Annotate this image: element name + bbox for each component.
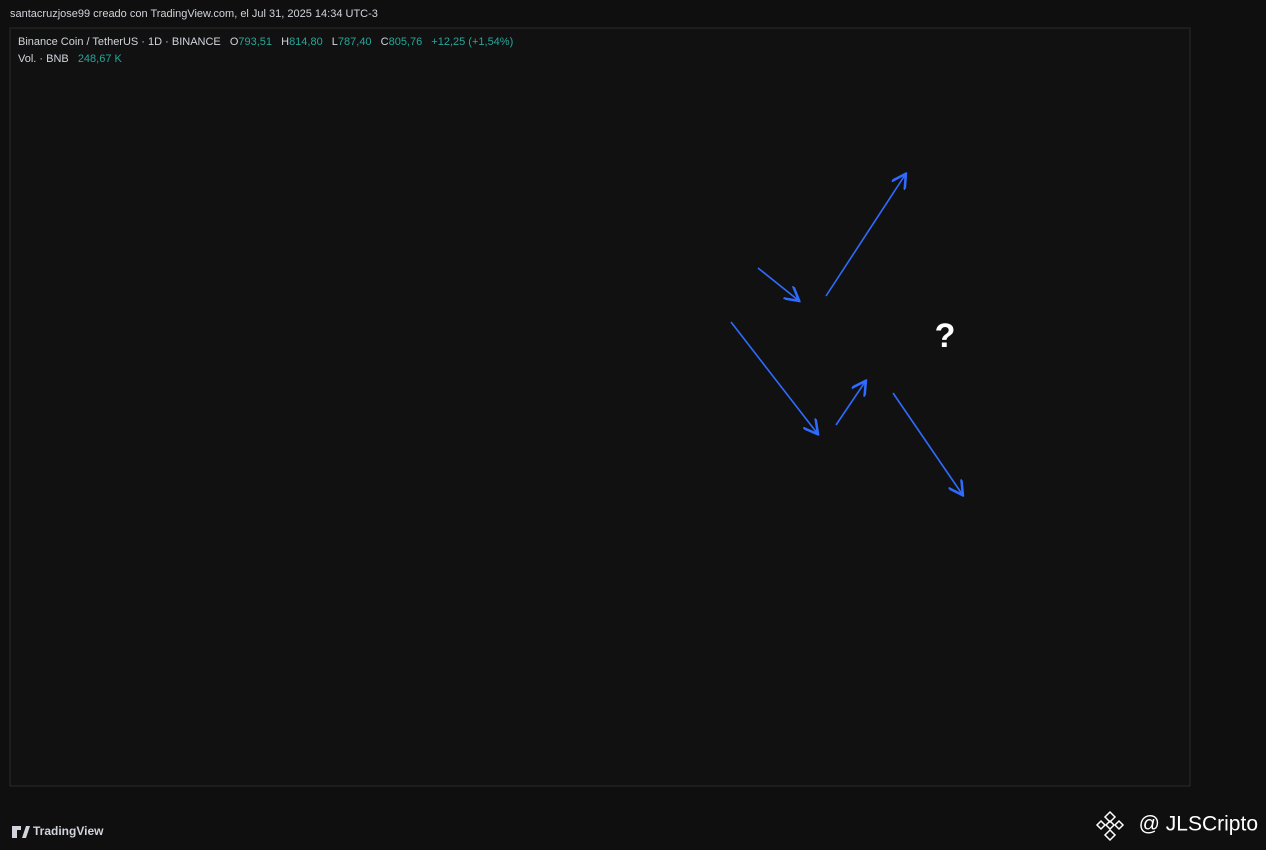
volume-legend: Vol. · BNB 248,67 K: [18, 53, 123, 65]
open: 793,51: [238, 36, 272, 48]
watermark: @ JLSCripto: [1139, 813, 1258, 836]
vol-label: Vol. · BNB: [18, 53, 69, 65]
high: 814,80: [289, 36, 323, 48]
arrows: [730, 175, 962, 494]
h-label: H: [281, 36, 289, 48]
low: 787,40: [338, 36, 372, 48]
c-label: C: [381, 36, 389, 48]
arrow: [835, 382, 865, 426]
watermark-logo: [1095, 810, 1125, 842]
close: 805,76: [389, 36, 423, 48]
brand: TradingView: [33, 824, 104, 838]
arrow: [892, 392, 962, 494]
o-label: O: [230, 36, 239, 48]
attribution: santacruzjose99 creado con TradingView.c…: [10, 8, 378, 20]
annotation: ?: [935, 317, 956, 355]
l-label: L: [332, 36, 338, 48]
brand-logo: [12, 826, 30, 838]
plot-area: [9, 27, 1191, 787]
arrow: [730, 321, 817, 433]
vol-value: 248,67 K: [78, 53, 123, 65]
legend-line: Binance Coin / TetherUS · 1D · BINANCE O…: [18, 36, 513, 48]
arrow: [757, 267, 798, 300]
arrow: [825, 175, 905, 297]
symbol: Binance Coin / TetherUS · 1D · BINANCE: [18, 36, 221, 48]
change: +12,25 (+1,54%): [431, 36, 513, 48]
